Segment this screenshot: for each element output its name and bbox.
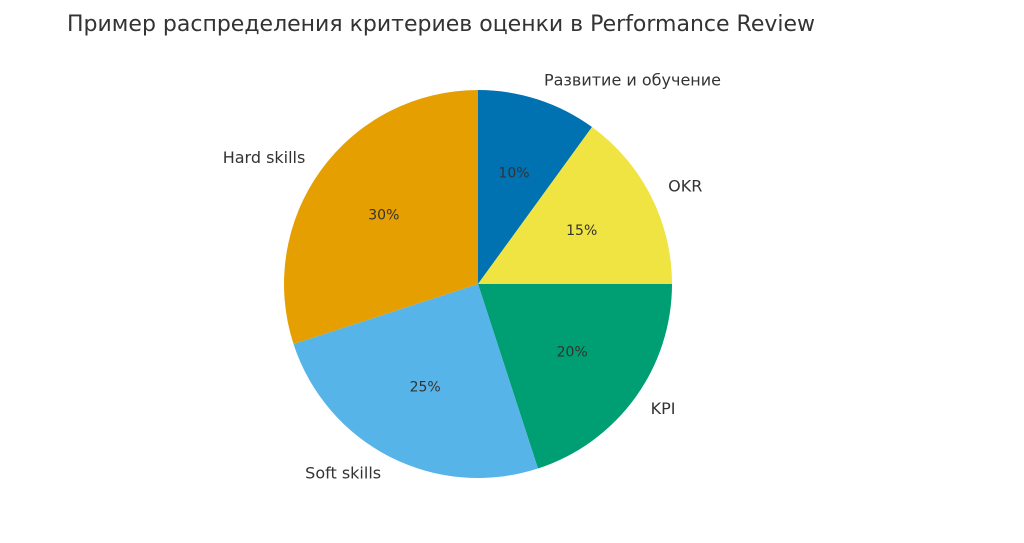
slice-label: Hard skills (223, 148, 306, 167)
slice-label: Soft skills (305, 464, 381, 483)
chart-title: Пример распределения критериев оценки в … (67, 12, 815, 37)
pie-slice (283, 90, 478, 344)
value-label: 20% (557, 344, 588, 360)
slice-label: KPI (651, 399, 676, 418)
pie-slice (478, 90, 593, 284)
slice-label: OKR (668, 177, 702, 196)
pie-slice (478, 127, 672, 284)
slice-label: Развитие и обучение (544, 71, 721, 90)
value-label: 30% (368, 208, 399, 224)
value-label: 25% (410, 380, 441, 396)
pie-slice (293, 284, 538, 478)
pie-slice (478, 284, 672, 469)
value-label: 10% (498, 165, 529, 181)
value-label: 15% (566, 223, 597, 239)
